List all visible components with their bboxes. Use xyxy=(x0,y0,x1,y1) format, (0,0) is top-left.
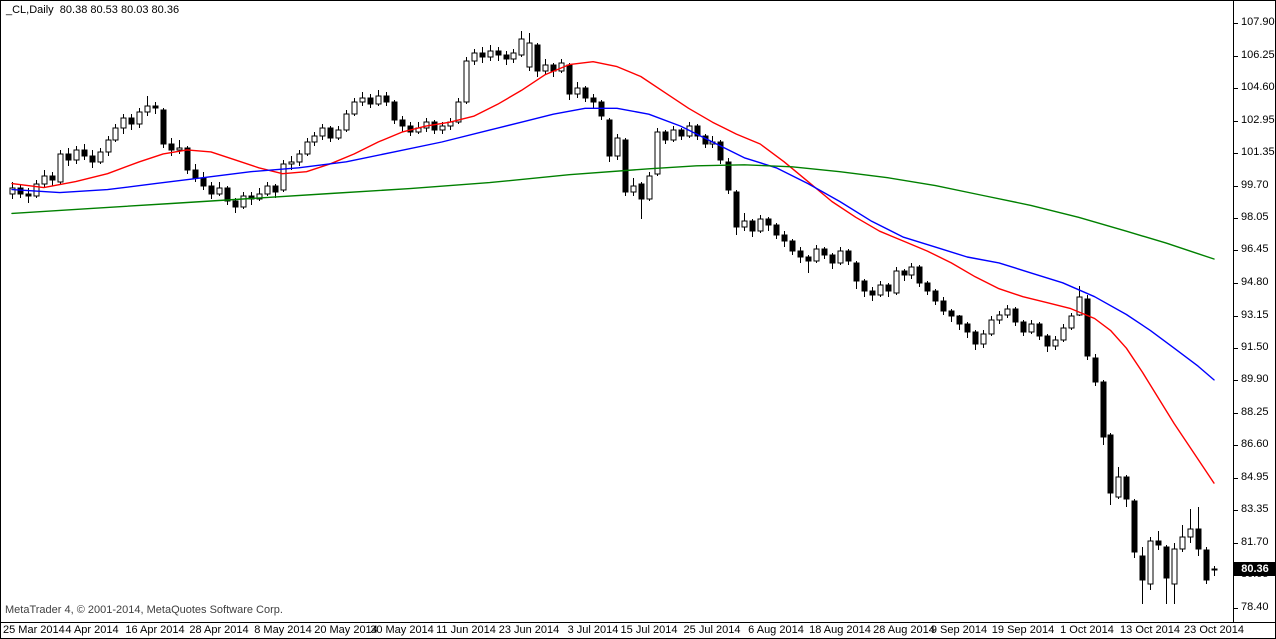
current-price-badge: 80.36 xyxy=(1234,562,1275,576)
chart-title: _CL,Daily 80.38 80.53 80.03 80.36 xyxy=(6,4,180,16)
chart-frame xyxy=(1,1,1275,623)
ma-fast-line xyxy=(11,61,1215,484)
candles-layer xyxy=(9,31,1218,604)
ma-slow-line xyxy=(11,164,1215,260)
copyright-text: MetaTrader 4, © 2001-2014, MetaQuotes So… xyxy=(5,604,283,616)
ma-mid-line xyxy=(11,107,1215,381)
